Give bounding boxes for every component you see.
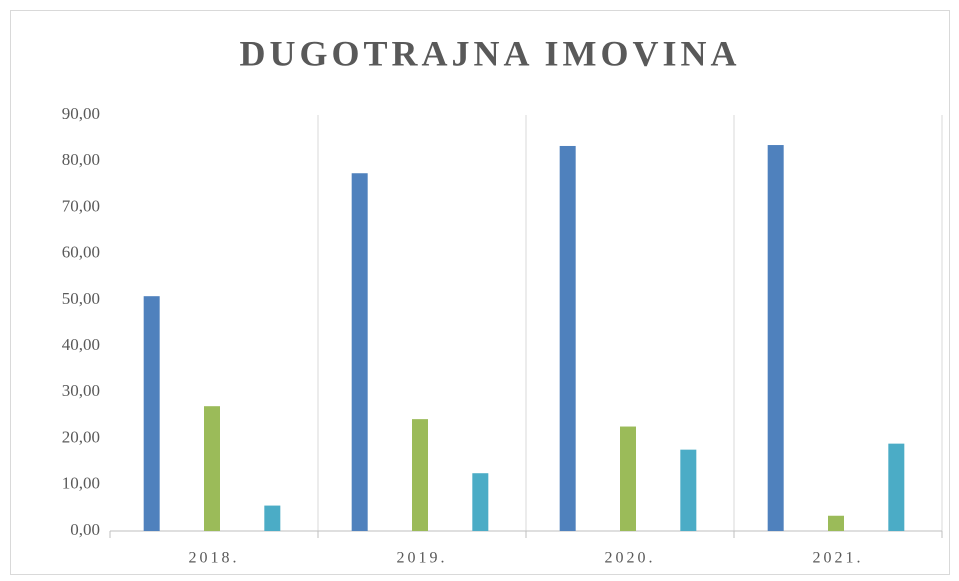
- y-tick-label: 0,00: [70, 520, 100, 539]
- y-tick-label: 50,00: [62, 289, 100, 308]
- y-tick-label: 90,00: [62, 104, 100, 123]
- bar: [204, 406, 220, 531]
- bar: [559, 145, 576, 532]
- x-tick-label: 2018.: [189, 550, 240, 567]
- bar: [351, 173, 368, 532]
- y-tick-label: 30,00: [62, 381, 100, 400]
- y-tick-label: 10,00: [62, 474, 100, 493]
- bar: [264, 505, 281, 531]
- bar: [680, 449, 697, 531]
- chart-title: DUGOTRAJNA IMOVINA: [239, 33, 740, 73]
- bar: [828, 515, 844, 531]
- bar: [143, 296, 160, 531]
- bar: [412, 419, 428, 531]
- y-tick-label: 40,00: [62, 335, 100, 354]
- x-tick-label: 2019.: [397, 550, 448, 567]
- bar: [888, 443, 905, 531]
- y-tick-label: 80,00: [62, 150, 100, 169]
- bar: [767, 145, 784, 532]
- x-tick-label: 2020.: [605, 550, 656, 567]
- y-tick-label: 60,00: [62, 243, 100, 262]
- y-tick-label: 20,00: [62, 427, 100, 446]
- y-tick-label: 70,00: [62, 196, 100, 215]
- bar: [620, 426, 636, 531]
- bar: [472, 473, 489, 531]
- x-tick-label: 2021.: [813, 550, 864, 567]
